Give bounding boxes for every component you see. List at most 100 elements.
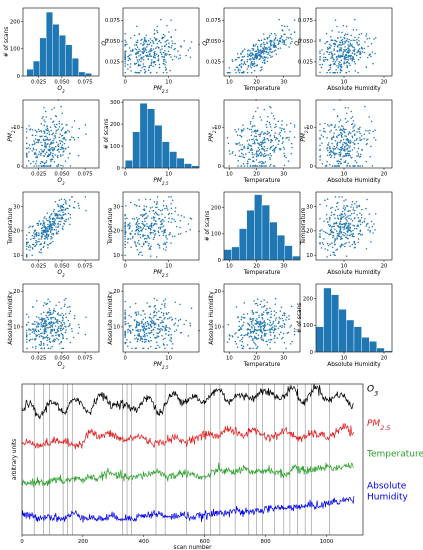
scatter-point	[283, 43, 286, 45]
scatter-point	[340, 162, 343, 165]
panel-frame	[223, 191, 301, 261]
scatter-point	[353, 142, 356, 145]
histogram-bar	[231, 246, 240, 261]
tick-label: 30	[306, 204, 313, 210]
scatter-point	[149, 52, 151, 55]
scatter-point	[129, 66, 131, 68]
scatter-point	[329, 146, 331, 148]
scatter-point	[336, 230, 338, 232]
scatter-point	[142, 318, 145, 321]
scatter-point	[143, 214, 145, 217]
scatter-point	[67, 207, 69, 210]
scatter-point	[162, 225, 165, 227]
scatter-point	[128, 57, 131, 60]
scatter-point	[274, 319, 277, 321]
scatter-point	[146, 54, 149, 57]
scatter-point	[273, 46, 276, 49]
scatter-point	[277, 322, 279, 325]
scatter-point	[63, 142, 66, 145]
scatter-point	[40, 122, 43, 125]
scatter-point	[47, 244, 49, 246]
scatter-point	[235, 66, 238, 69]
scatter-point	[29, 338, 31, 341]
scatter-point	[77, 204, 80, 207]
scatter-point	[275, 137, 278, 139]
scatter-point	[143, 329, 145, 332]
scatter-point	[140, 56, 143, 59]
x-axis-label: O3	[57, 362, 65, 370]
scatter-point	[42, 304, 45, 307]
scatter-point	[338, 56, 340, 58]
scatter-point	[130, 54, 132, 56]
scatter-point	[151, 222, 153, 225]
scatter-point	[332, 71, 334, 74]
scatter-point	[36, 334, 38, 337]
scatter-point	[348, 147, 350, 149]
scatter-point	[333, 253, 335, 256]
scatter-point	[62, 206, 65, 209]
scatter-point	[325, 32, 328, 35]
scatter-point	[49, 300, 51, 303]
scatter-point	[284, 312, 286, 315]
scatter-point	[319, 217, 321, 220]
scatter-point	[55, 126, 57, 129]
scatter-point	[350, 110, 352, 113]
scatter-point	[174, 207, 177, 209]
scatter-point	[271, 51, 274, 53]
scatter-point	[285, 137, 287, 139]
scatter-point	[158, 217, 161, 220]
scatter-point	[151, 49, 153, 52]
scatter-point	[283, 152, 285, 155]
scatter-point	[350, 141, 352, 143]
histogram-bar	[147, 108, 155, 169]
scatter-point	[334, 60, 337, 63]
scatter-point	[264, 59, 266, 61]
scatter-point	[346, 216, 348, 218]
scatter-point	[252, 165, 255, 167]
scatter-point	[357, 142, 360, 145]
scatter-point	[240, 338, 243, 341]
scatter-point	[244, 63, 247, 66]
scatter-point	[36, 130, 38, 133]
scatter-point	[352, 39, 354, 41]
scatter-point	[30, 238, 32, 241]
scatter-point	[166, 344, 168, 346]
scatter-point	[288, 139, 290, 141]
tick-label: 0.075	[206, 18, 221, 24]
scatter-point	[124, 226, 126, 228]
scatter-point	[139, 50, 141, 52]
scatter-point	[43, 223, 46, 225]
scatter-point	[41, 235, 43, 237]
tick-label: 10	[226, 264, 233, 270]
scatter-point	[135, 324, 138, 326]
scatter-point	[160, 327, 162, 330]
scatter-point	[288, 315, 290, 317]
scatter-point	[269, 48, 271, 51]
scatter-point	[346, 51, 348, 54]
scatter-point	[144, 323, 146, 325]
scatter-point	[259, 320, 262, 323]
tick-label: 10	[113, 325, 120, 331]
scatter-point	[174, 210, 176, 213]
scatter-point	[359, 155, 362, 158]
scatter-point	[152, 232, 154, 234]
scatter-point	[289, 343, 292, 345]
scatter-point	[64, 201, 67, 204]
scatter-point	[157, 227, 160, 229]
scatter-point	[124, 332, 126, 335]
scatter-point	[160, 307, 162, 310]
tick-label: 0	[117, 166, 121, 172]
scatter-point	[72, 336, 75, 339]
scatter-point	[252, 53, 254, 56]
scatter-point	[28, 226, 30, 229]
panel-frame	[315, 191, 393, 261]
scatter-point	[50, 151, 52, 154]
tick-label: 0.050	[298, 39, 314, 45]
scatter-point	[260, 45, 262, 48]
scatter-point	[187, 223, 190, 225]
scatter-point	[54, 318, 57, 321]
scatter-point	[323, 230, 325, 233]
scatter-point	[60, 205, 63, 208]
